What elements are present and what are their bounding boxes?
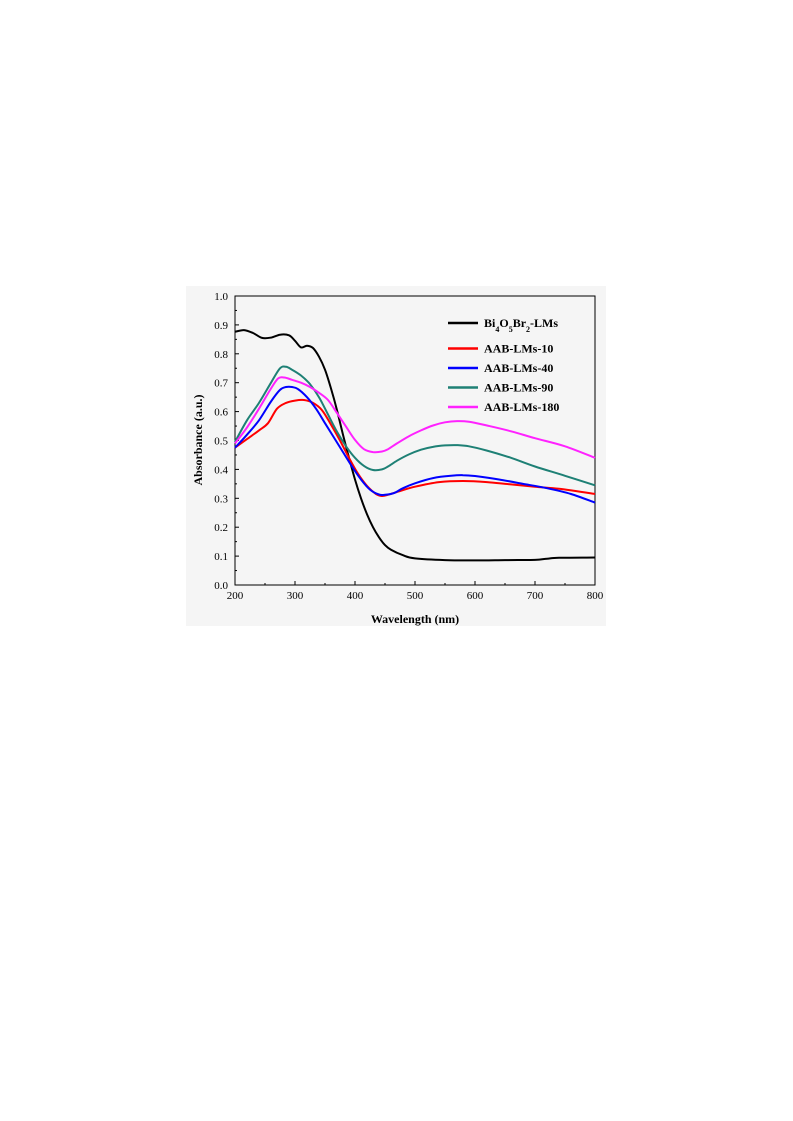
y-tick-label: 0.7 — [214, 378, 228, 390]
x-tick-label: 700 — [527, 590, 544, 602]
legend-label-bi4o5br2-lms: Bi4O5Br2-LMs — [484, 316, 558, 334]
y-axis-title: Absorbance (a.u.) — [191, 394, 205, 485]
series-line-aab-lms-180 — [234, 376, 596, 459]
legend-label-aab-lms-10: AAB-LMs-10 — [484, 342, 553, 356]
legend-label-aab-lms-180: AAB-LMs-180 — [484, 400, 559, 414]
series-lines — [234, 329, 596, 562]
y-tick-label: 0.5 — [214, 436, 228, 448]
legend-label-aab-lms-40: AAB-LMs-40 — [484, 361, 553, 375]
x-tick-label: 200 — [227, 590, 244, 602]
y-tick-label: 0.4 — [214, 464, 228, 476]
series-line-aab-lms-10 — [234, 398, 596, 498]
x-tick-label: 300 — [287, 590, 304, 602]
y-tick-label: 0.6 — [214, 407, 228, 419]
absorbance-chart: 200 300 400 500 600 700 800 0.0 0.1 0.2 0.3 0.4 0.5 0… — [191, 291, 604, 626]
y-tick-label: 0.0 — [214, 580, 228, 592]
x-tick-label: 800 — [587, 590, 604, 602]
figure: 200 300 400 500 600 700 800 0.0 0.1 0.2 0.3 0.4 0.5 0… — [186, 286, 606, 626]
y-tick-label: 0.1 — [214, 551, 228, 563]
y-tick-label: 0.9 — [214, 320, 228, 332]
y-tick-label: 0.8 — [214, 349, 228, 361]
x-tick-label: 500 — [407, 590, 424, 602]
legend-label-aab-lms-90: AAB-LMs-90 — [484, 381, 553, 395]
legend: Bi4O5Br2-LMs AAB-LMs-10 AAB-LMs-40 AAB-LMs-… — [448, 316, 559, 414]
series-line-aab-lms-90 — [234, 365, 596, 487]
y-tick-label: 0.3 — [214, 493, 228, 505]
series-line-aab-lms-40 — [234, 385, 596, 504]
x-tick-label: 600 — [467, 590, 484, 602]
y-tick-label: 0.2 — [214, 522, 228, 534]
axes: 200 300 400 500 600 700 800 0.0 0.1 0.2 0.3 0.4 0.5 0… — [214, 291, 604, 602]
x-tick-label: 400 — [347, 590, 364, 602]
x-axis-title: Wavelength (nm) — [371, 612, 459, 626]
y-tick-label: 1.0 — [214, 291, 228, 303]
